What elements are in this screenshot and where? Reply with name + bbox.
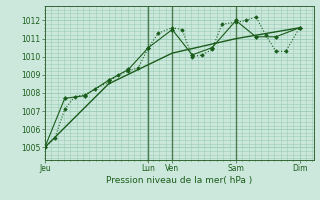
- X-axis label: Pression niveau de la mer( hPa ): Pression niveau de la mer( hPa ): [106, 176, 252, 185]
